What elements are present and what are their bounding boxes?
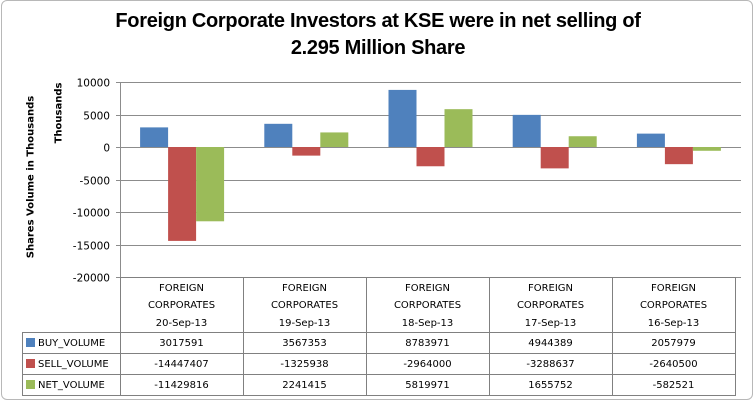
table-cell-value: 2241415 [242, 374, 367, 396]
table-cell-value: -3288637 [488, 353, 613, 375]
bar-sell-volume [540, 147, 569, 169]
bar-sell-volume [416, 147, 445, 167]
category-group-label: FOREIGN [158, 283, 205, 294]
bar-buy-volume [636, 133, 665, 147]
category-group-label: FOREIGN [281, 283, 328, 294]
table-cell-value: 3017591 [119, 332, 244, 354]
table-cell-value: 5819971 [365, 374, 490, 396]
bar-sell-volume [664, 147, 693, 165]
category-date-label: 18-Sep-13 [401, 318, 454, 329]
bar-net-volume [444, 109, 473, 147]
y-tick-label: -15000 [73, 241, 110, 253]
table-cell-value: 4944389 [488, 332, 613, 354]
bar-buy-volume [140, 127, 169, 147]
table-row: BUY_VOLUME 3017591 3567353 8783971 4944389 20… [22, 332, 736, 354]
bar-net-volume [568, 136, 597, 147]
category-header: FOREIGN CORPORATES 18-Sep-13 [365, 277, 490, 333]
legend-swatch-icon [26, 337, 35, 347]
table-cell-value: -2640500 [611, 353, 736, 375]
category-group-label: FOREIGN [527, 283, 574, 294]
bar-sell-volume [168, 147, 197, 241]
category-header: FOREIGN CORPORATES 20-Sep-13 [119, 277, 244, 333]
table-cell-value: -11429816 [119, 374, 244, 396]
legend-swatch-icon [26, 358, 35, 368]
category-group-label: CORPORATES [516, 300, 585, 311]
category-group-label: FOREIGN [650, 283, 697, 294]
y-tick-label: -10000 [73, 208, 110, 220]
table-cell-value: -582521 [611, 374, 736, 396]
category-date-label: 16-Sep-13 [647, 318, 700, 329]
bar-net-volume [320, 132, 349, 147]
legend-entry: NET_VOLUME [22, 374, 121, 396]
category-date-label: 17-Sep-13 [524, 318, 577, 329]
category-group-label: CORPORATES [639, 300, 708, 311]
bar-buy-volume [264, 123, 293, 147]
bar-sell-volume [292, 147, 321, 156]
table-cell-value: -14447407 [119, 353, 244, 375]
category-date-label: 19-Sep-13 [278, 318, 331, 329]
legend-label: BUY_VOLUME [38, 337, 106, 349]
table-cell-value: 8783971 [365, 332, 490, 354]
bar-net-volume [692, 147, 721, 151]
table-cell-value: 3567353 [242, 332, 367, 354]
y-tick-label: 10000 [77, 78, 110, 90]
table-cell-value: -1325938 [242, 353, 367, 375]
bars [140, 89, 721, 241]
category-group-label: FOREIGN [404, 283, 451, 294]
data-table: FOREIGN CORPORATES 20-Sep-13 FOREIGN CORPORA… [22, 277, 736, 396]
category-header: FOREIGN CORPORATES 16-Sep-13 [611, 277, 736, 333]
category-group-label: CORPORATES [147, 300, 216, 311]
legend-entry: BUY_VOLUME [22, 332, 121, 354]
table-cell-value: 2057979 [611, 332, 736, 354]
category-group-label: CORPORATES [393, 300, 462, 311]
legend-label: SELL_VOLUME [38, 358, 109, 370]
legend-swatch-icon [26, 379, 35, 389]
category-group-label: CORPORATES [270, 300, 339, 311]
y-tick-label: -5000 [79, 176, 110, 188]
table-cell-value: -2964000 [365, 353, 490, 375]
table-row: NET_VOLUME -11429816 2241415 5819971 1655752… [22, 374, 736, 396]
category-date-label: 20-Sep-13 [155, 318, 208, 329]
bar-buy-volume [512, 114, 541, 147]
chart-title: Foreign Corporate Investors at KSE were … [0, 8, 756, 62]
table-corner [22, 277, 121, 333]
bar-buy-volume [388, 89, 417, 147]
chart-title-line-1: Foreign Corporate Investors at KSE were … [115, 10, 641, 32]
table-header-row: FOREIGN CORPORATES 20-Sep-13 FOREIGN CORPORA… [22, 277, 736, 333]
y-tick-label: 0 [103, 143, 110, 155]
bar-net-volume [196, 147, 225, 222]
legend-entry: SELL_VOLUME [22, 353, 121, 375]
category-header: FOREIGN CORPORATES 19-Sep-13 [242, 277, 367, 333]
chart-title-line-2: 2.295 Million Share [290, 37, 466, 59]
table-cell-value: 1655752 [488, 374, 613, 396]
y-tick-label: 5000 [83, 111, 110, 123]
legend-label: NET_VOLUME [38, 379, 105, 391]
table-row: SELL_VOLUME -14447407 -1325938 -2964000 -328… [22, 353, 736, 375]
category-header: FOREIGN CORPORATES 17-Sep-13 [488, 277, 613, 333]
